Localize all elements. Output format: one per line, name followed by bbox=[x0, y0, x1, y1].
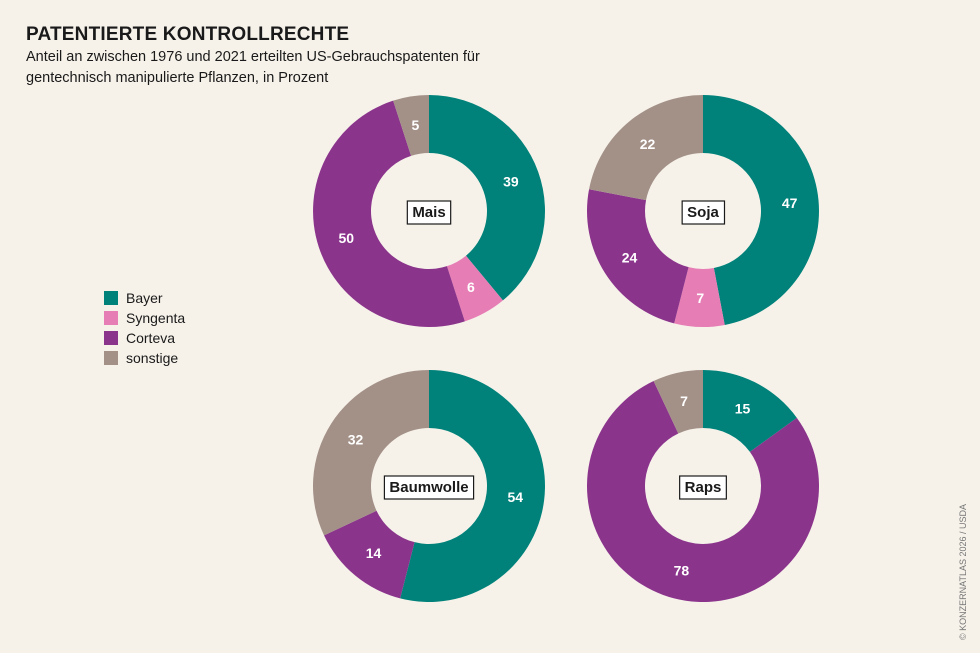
donut-label: Soja bbox=[687, 204, 719, 221]
data-label: 39 bbox=[503, 174, 519, 190]
slice-sonstige bbox=[312, 370, 429, 536]
data-label: 22 bbox=[640, 136, 656, 152]
slice-sonstige bbox=[653, 370, 703, 434]
legend-item-syngenta: Syngenta bbox=[104, 308, 185, 328]
legend-label: Bayer bbox=[126, 290, 163, 306]
donut-baumwolle: 54 14 32 Baumwolle bbox=[312, 370, 545, 602]
slice-sonstige bbox=[589, 95, 703, 201]
credit: © KONZERNATLAS 2026 / USDA bbox=[958, 503, 968, 640]
data-label: 7 bbox=[680, 393, 688, 409]
donut-soja: 47 7 24 22 Soja bbox=[587, 95, 819, 327]
donut-label: Mais bbox=[412, 204, 445, 221]
data-label: 6 bbox=[467, 279, 475, 295]
donut-label-box bbox=[383, 475, 475, 500]
legend-label: sonstige bbox=[126, 350, 179, 366]
slice-sonstige bbox=[393, 95, 429, 156]
slice-corteva bbox=[587, 381, 819, 603]
slice-bayer bbox=[400, 370, 545, 602]
legend-swatch bbox=[104, 291, 118, 305]
legend-item-corteva: Corteva bbox=[104, 328, 185, 348]
legend-swatch bbox=[104, 331, 118, 345]
legend-label: Syngenta bbox=[126, 310, 186, 326]
data-label: 47 bbox=[782, 195, 798, 211]
slice-corteva bbox=[587, 189, 689, 324]
slice-corteva bbox=[313, 100, 465, 327]
data-label: 78 bbox=[674, 562, 690, 578]
data-label: 15 bbox=[735, 400, 751, 416]
legend-item-sonstige: sonstige bbox=[104, 348, 185, 368]
slice-syngenta bbox=[446, 255, 503, 322]
slice-syngenta bbox=[674, 267, 725, 327]
legend-label: Corteva bbox=[126, 330, 176, 346]
slice-bayer bbox=[703, 369, 797, 452]
donut-mais: 39 6 50 5 Mais bbox=[313, 95, 546, 327]
data-label: 32 bbox=[348, 431, 364, 447]
chart-subtitle: Anteil an zwischen 1976 und 2021 erteilt… bbox=[26, 49, 480, 86]
data-label: 5 bbox=[411, 117, 419, 133]
donut-label: Baumwolle bbox=[389, 479, 468, 496]
slice-bayer bbox=[429, 95, 546, 301]
slice-corteva bbox=[324, 510, 415, 599]
legend-item-bayer: Bayer bbox=[104, 288, 185, 308]
legend-swatch bbox=[104, 351, 118, 365]
data-label: 24 bbox=[622, 250, 638, 266]
legend: Bayer Syngenta Corteva sonstige bbox=[104, 288, 185, 368]
data-label: 50 bbox=[338, 230, 354, 246]
donut-label: Raps bbox=[685, 479, 722, 496]
donut-label-box bbox=[406, 200, 452, 225]
data-label: 54 bbox=[508, 489, 524, 505]
chart-title: PATENTIERTE KONTROLLRECHTE bbox=[26, 24, 350, 45]
slice-bayer bbox=[703, 95, 819, 325]
data-label: 14 bbox=[366, 545, 382, 561]
donut-label-box bbox=[679, 475, 727, 500]
donut-label-box bbox=[681, 200, 726, 225]
legend-swatch bbox=[104, 311, 118, 325]
data-label: 7 bbox=[696, 290, 704, 306]
donut-raps: 15 78 7 Raps bbox=[587, 369, 819, 603]
